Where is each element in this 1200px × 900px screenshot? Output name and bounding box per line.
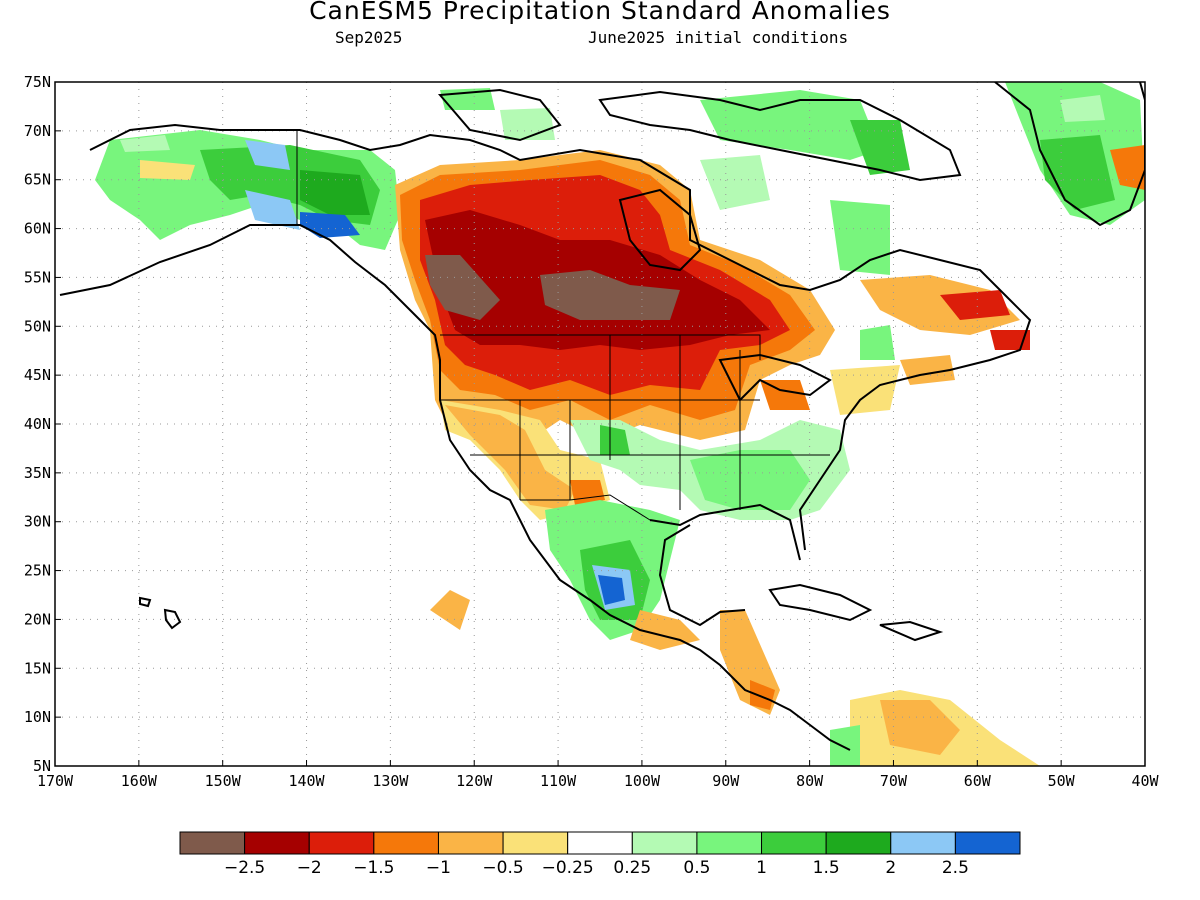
lon-tick-label: 150W <box>205 772 242 790</box>
map-title: CanESM5 Precipitation Standard Anomalies <box>309 0 891 25</box>
lat-tick-label: 20N <box>24 610 51 628</box>
lon-tick-label: 170W <box>37 772 74 790</box>
colorbar-swatch <box>954 831 1021 855</box>
colorbar-swatch <box>631 831 698 855</box>
lat-tick-label: 5N <box>33 757 51 775</box>
lat-tick-label: 40N <box>24 415 51 433</box>
colorbar-label: −0.5 <box>482 858 523 878</box>
lon-tick-label: 70W <box>880 772 908 790</box>
colorbar-swatch <box>244 831 310 855</box>
lat-tick-label: 50N <box>24 317 51 335</box>
colorbar-swatch <box>696 831 763 855</box>
lat-tick-label: 45N <box>24 366 51 384</box>
political-borders <box>296 130 830 521</box>
initial-conditions: June2025 initial conditions <box>588 28 849 47</box>
lon-tick-label: 80W <box>796 772 824 790</box>
colorbar-label: 1.5 <box>813 858 840 878</box>
latitude-axis: 75N 70N 65N 60N 55N 50N 45N 40N 35N 30N 25N 20N 15N 1… <box>24 73 61 775</box>
colorbar-label: −1.5 <box>353 858 394 878</box>
colorbar-label: −2.5 <box>224 858 265 878</box>
colorbar-swatch <box>761 831 827 855</box>
colorbar-label: 0.25 <box>613 858 651 878</box>
colorbar-swatch <box>308 831 375 855</box>
lon-tick-label: 60W <box>964 772 992 790</box>
lat-tick-label: 75N <box>24 73 51 91</box>
colorbar-label: −2 <box>297 858 322 878</box>
colorbar-label: 0.5 <box>683 858 710 878</box>
lat-tick-label: 65N <box>24 171 51 189</box>
coastlines <box>59 82 1145 751</box>
lon-tick-label: 120W <box>456 772 493 790</box>
colorbar: −2.5 −2 −1.5 −1 −0.5 −0.25 0.25 0.5 1 1.5 2 2.5 <box>179 831 1021 878</box>
lon-tick-label: 50W <box>1048 772 1076 790</box>
colorbar-label: 2.5 <box>942 858 969 878</box>
lat-tick-label: 25N <box>24 562 51 580</box>
longitude-axis: 170W 160W 150W 140W 130W 120W 110W 100W 90W 80W 70… <box>37 760 1160 790</box>
colorbar-label: 1 <box>756 858 767 878</box>
forecast-month: Sep2025 <box>335 28 403 47</box>
lat-tick-label: 15N <box>24 659 51 677</box>
lon-tick-label: 160W <box>121 772 158 790</box>
colorbar-swatch <box>567 831 633 855</box>
lon-tick-label: 130W <box>372 772 409 790</box>
lat-tick-label: 70N <box>24 122 51 140</box>
colorbar-swatch <box>179 831 246 855</box>
colorbar-swatch <box>437 831 504 855</box>
lon-tick-label: 140W <box>288 772 325 790</box>
lon-tick-label: 90W <box>712 772 740 790</box>
colorbar-swatch <box>890 831 956 855</box>
lon-tick-label: 100W <box>624 772 661 790</box>
colorbar-label: −1 <box>426 858 451 878</box>
colorbar-label: −0.25 <box>542 858 594 878</box>
lat-tick-label: 35N <box>24 464 51 482</box>
lat-tick-label: 55N <box>24 268 51 286</box>
lat-tick-label: 60N <box>24 220 51 238</box>
colorbar-label: 2 <box>885 858 896 878</box>
lon-tick-label: 40W <box>1131 772 1159 790</box>
colorbar-swatch <box>825 831 892 855</box>
anomaly-shading <box>95 82 1145 766</box>
colorbar-swatch <box>502 831 569 855</box>
lat-tick-label: 10N <box>24 708 51 726</box>
lat-tick-label: 30N <box>24 513 51 531</box>
lon-tick-label: 110W <box>540 772 577 790</box>
colorbar-swatch <box>373 831 439 855</box>
